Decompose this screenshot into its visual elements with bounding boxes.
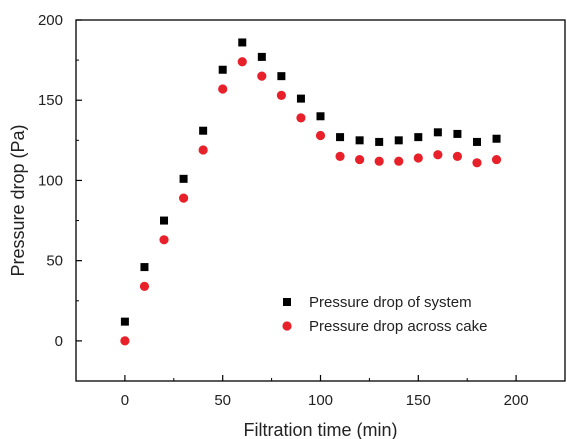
y-axis: 0 50 100 150 200 [38, 12, 82, 350]
x-tick-label: 150 [406, 392, 431, 409]
legend-marker-system [283, 298, 291, 306]
x-tick-label: 50 [214, 392, 231, 409]
legend-label: Pressure drop of system [309, 294, 472, 311]
data-point-cake [335, 151, 345, 161]
data-point-cake [433, 150, 443, 160]
data-point-system [296, 94, 305, 103]
data-point-cake [413, 153, 423, 163]
data-point-system [120, 317, 129, 326]
y-tick-label: 200 [38, 12, 63, 29]
data-point-system [140, 263, 149, 272]
x-axis: 0 50 100 150 200 [121, 375, 529, 409]
data-point-cake [198, 145, 208, 155]
data-point-cake [178, 193, 189, 203]
data-point-cake [315, 130, 326, 141]
data-point-cake [159, 235, 169, 245]
x-tick-label: 0 [121, 392, 129, 409]
x-axis-title: Filtration time (min) [243, 420, 397, 439]
data-point-system [179, 174, 188, 183]
y-tick-label: 150 [38, 92, 63, 109]
y-tick-label: 50 [46, 253, 63, 270]
data-point-cake [218, 84, 228, 94]
x-tick-label: 200 [504, 392, 529, 409]
data-point-cake [296, 113, 306, 123]
data-point-cake [472, 158, 482, 168]
data-point-cake [237, 57, 247, 67]
data-point-system [336, 133, 345, 142]
x-tick-label: 100 [308, 392, 333, 409]
data-point-system [218, 65, 227, 74]
data-point-cake [139, 281, 150, 291]
data-point-system [394, 136, 403, 145]
data-point-system [375, 137, 384, 146]
data-point-system [316, 112, 325, 121]
data-point-cake [374, 156, 384, 166]
data-point-system [453, 129, 462, 138]
data-point-system [277, 72, 286, 81]
data-point-cake [257, 71, 267, 81]
data-point-system [472, 137, 481, 146]
data-point-system [199, 126, 208, 135]
data-point-cake [491, 154, 502, 165]
data-points [120, 38, 502, 346]
data-point-system [492, 134, 501, 143]
y-tick-label: 100 [38, 172, 63, 189]
data-point-system [355, 136, 364, 145]
data-point-cake [394, 156, 404, 166]
data-point-cake [355, 154, 365, 165]
data-point-system [257, 52, 266, 61]
y-tick-label: 0 [55, 333, 63, 350]
legend-marker-cake [282, 321, 292, 331]
data-point-system [414, 133, 423, 142]
data-point-cake [452, 151, 463, 161]
data-point-system [433, 128, 442, 137]
y-axis-title: Pressure drop (Pa) [8, 124, 28, 276]
data-point-cake [276, 90, 286, 101]
data-point-system [160, 216, 169, 225]
data-point-system [238, 38, 247, 47]
data-point-cake [120, 336, 130, 346]
legend-label: Pressure drop across cake [309, 318, 487, 335]
legend: Pressure drop of system Pressure drop acr… [282, 294, 487, 335]
